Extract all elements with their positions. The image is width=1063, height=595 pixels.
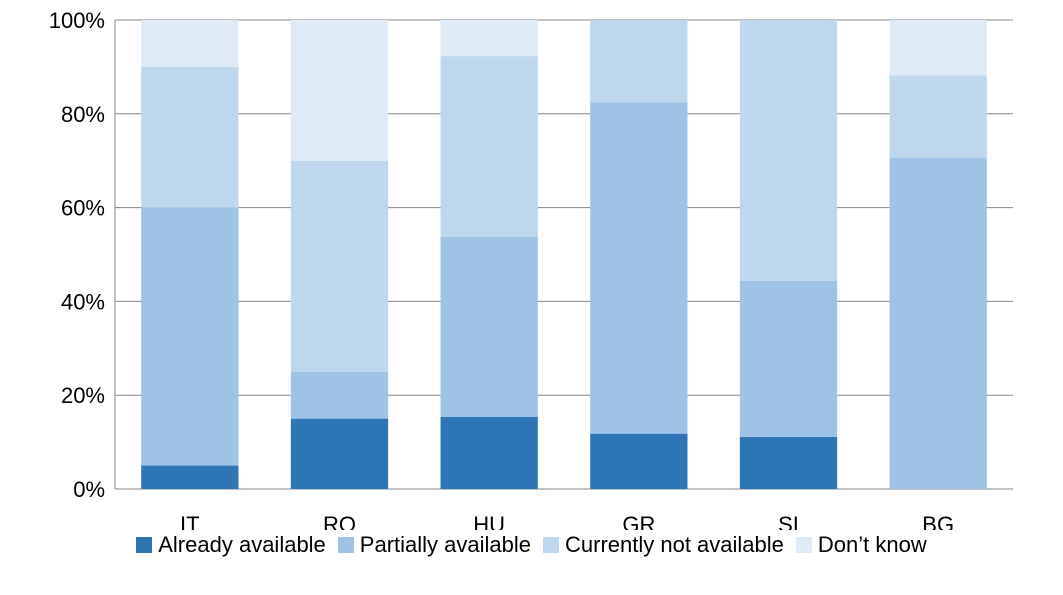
bar-segment bbox=[141, 66, 239, 208]
bar-segment bbox=[590, 433, 688, 489]
bar-segment bbox=[739, 436, 838, 489]
legend-item: Partially available bbox=[337, 532, 531, 558]
stacked-bar-chart: 0% 20% 40% 60% 80% 100% IT RO HU GR SI BG bbox=[49, 8, 1013, 530]
y-tick-label: 40% bbox=[61, 289, 105, 314]
legend-item: Currently not available bbox=[543, 532, 784, 558]
bar-segment bbox=[739, 20, 838, 281]
bar-segment bbox=[141, 20, 239, 67]
legend-label: Currently not available bbox=[565, 532, 784, 557]
legend: Already available Partially available Curr… bbox=[0, 532, 1063, 558]
legend-swatch bbox=[795, 537, 812, 553]
bar-segment bbox=[290, 20, 389, 161]
bar-segment bbox=[290, 160, 389, 372]
x-tick-label: IT bbox=[180, 512, 200, 530]
legend-label: Don’t know bbox=[817, 532, 927, 557]
bar-segment bbox=[889, 157, 987, 490]
x-tick-label: GR bbox=[622, 512, 655, 530]
legend-item: Already available bbox=[136, 532, 326, 558]
bar-segment bbox=[590, 102, 688, 434]
y-tick-label: 20% bbox=[61, 383, 105, 408]
legend-label: Already available bbox=[158, 532, 326, 557]
bar-segment bbox=[440, 236, 538, 417]
x-tick-label: BG bbox=[922, 512, 954, 530]
bar-segment bbox=[440, 416, 538, 489]
y-tick-label: 100% bbox=[49, 8, 105, 33]
legend-label: Partially available bbox=[359, 532, 531, 557]
y-tick-label: 60% bbox=[61, 196, 105, 221]
y-tick-label: 80% bbox=[61, 102, 105, 127]
legend-swatch bbox=[543, 537, 559, 553]
bar-segment bbox=[440, 20, 538, 57]
bar-segment bbox=[889, 75, 987, 158]
bar-segment bbox=[141, 207, 239, 466]
bar-segment bbox=[290, 418, 389, 489]
legend-item: Don’t know bbox=[795, 532, 927, 558]
bar-segment bbox=[889, 20, 987, 76]
y-tick-label: 0% bbox=[73, 477, 105, 502]
bar-segment bbox=[739, 280, 838, 437]
x-tick-label: HU bbox=[473, 512, 505, 530]
bar-segment bbox=[590, 20, 688, 103]
bar-segment bbox=[141, 465, 239, 489]
bar-segment bbox=[290, 371, 389, 419]
legend-swatch bbox=[136, 537, 153, 553]
x-tick-label: SI bbox=[778, 512, 799, 530]
x-tick-label: RO bbox=[323, 512, 356, 530]
bar-segment bbox=[440, 56, 538, 237]
legend-swatch bbox=[337, 537, 354, 553]
